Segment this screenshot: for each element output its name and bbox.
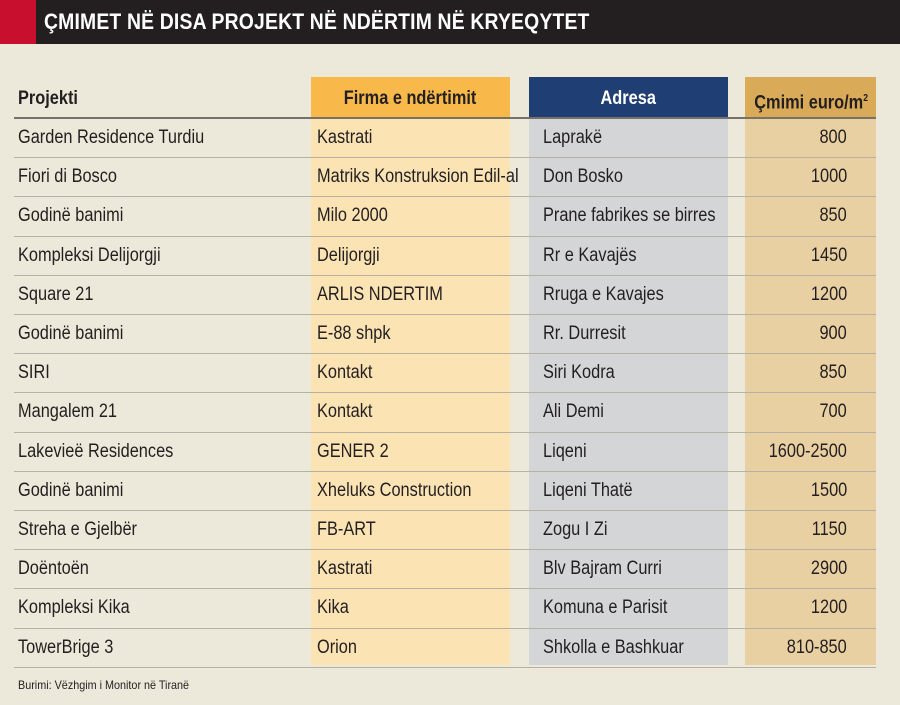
cell-adresa: Liqeni <box>543 440 587 462</box>
table-row: Godinë banimi Milo 2000 Prane fabrikes se … <box>0 196 900 235</box>
table-row: Square 21 ARLIS NDERTIM Rruga e Kavajes 120… <box>0 275 900 314</box>
row-divider <box>14 314 876 315</box>
cell-projekti: Doëntoën <box>18 558 89 580</box>
cell-projekti: Fiori di Bosco <box>18 166 117 188</box>
cell-firma: E-88 shpk <box>317 323 391 344</box>
cell-firma: FB-ART <box>317 519 376 540</box>
row-divider <box>14 510 876 511</box>
cell-firma: Kontakt <box>317 401 373 423</box>
cell-cmimi: 700 <box>819 401 847 423</box>
cell-projekti: Square 21 <box>18 283 94 305</box>
cell-projekti: Lakevieë Residences <box>18 440 174 462</box>
cell-cmimi: 1000 <box>810 166 847 188</box>
row-divider <box>14 588 876 590</box>
cell-cmimi: 1200 <box>810 597 847 619</box>
row-divider <box>14 274 876 276</box>
cell-adresa: Shkolla e Bashkuar <box>543 636 684 658</box>
cell-projekti: Godinë banimi <box>18 479 124 501</box>
cell-cmimi: 1450 <box>810 244 847 266</box>
cell-adresa: Rr e Kavajës <box>543 244 637 266</box>
page-title: ÇMIMET NË DISA PROJEKT NË NDËRTIM NË KRY… <box>44 9 590 34</box>
cell-projekti: Godinë banimi <box>18 205 124 227</box>
cell-adresa: Blv Bajram Curri <box>543 558 662 580</box>
header-firma: Firma e ndërtimit <box>311 77 510 117</box>
table-row: SIRI Kontakt Siri Kodra 850 <box>0 353 900 392</box>
table-row: Kompleksi Delijorgji Delijorgji Rr e Kavaj… <box>0 236 900 275</box>
cell-cmimi: 800 <box>819 127 847 148</box>
row-divider <box>14 549 876 551</box>
cell-projekti: Mangalem 21 <box>18 401 118 423</box>
cell-adresa: Komuna e Parisit <box>543 597 668 619</box>
table-row: Doëntoën Kastrati Blv Bajram Curri 2900 <box>0 549 900 588</box>
cell-firma: Matriks Konstruksion Edil-al <box>317 166 519 188</box>
table-row: Fiori di Bosco Matriks Konstruksion Edil-… <box>0 157 900 196</box>
table-row: TowerBrige 3 Orion Shkolla e Bashkuar 810-8… <box>0 628 900 667</box>
header-cmimi: Çmimi euro/m2 <box>745 77 876 117</box>
source-note: Burimi: Vëzhgim i Monitor në Tiranë <box>18 678 190 692</box>
cell-projekti: SIRI <box>18 362 50 384</box>
row-divider <box>14 353 876 355</box>
cell-cmimi: 1150 <box>811 519 847 540</box>
header-projekti: Projekti <box>18 88 78 109</box>
cell-cmimi: 1500 <box>810 479 847 501</box>
table-row: Godinë banimi Xheluks Construction Liqeni … <box>0 471 900 510</box>
cell-projekti: Streha e Gjelbër <box>18 519 137 540</box>
table-row: Garden Residence Turdiu Kastrati Laprakë 80… <box>0 118 900 157</box>
cell-firma: ARLIS NDERTIM <box>317 283 443 305</box>
cell-projekti: TowerBrige 3 <box>18 636 114 658</box>
row-divider <box>14 666 876 668</box>
cell-adresa: Zogu I Zi <box>543 519 608 540</box>
row-divider <box>14 392 876 394</box>
cell-adresa: Rr. Durresit <box>543 323 626 344</box>
table-row: Mangalem 21 Kontakt Ali Demi 700 <box>0 392 900 431</box>
cell-projekti: Kompleksi Delijorgji <box>18 244 161 266</box>
cell-firma: Orion <box>317 636 357 658</box>
row-divider <box>14 431 876 433</box>
cell-firma: Milo 2000 <box>317 205 388 227</box>
cell-projekti: Kompleksi Kika <box>18 597 130 619</box>
table-row: Lakevieë Residences GENER 2 Liqeni 1600-250… <box>0 432 900 471</box>
cell-cmimi: 1200 <box>810 283 847 305</box>
cell-cmimi: 810-850 <box>787 636 847 658</box>
row-divider <box>14 235 876 237</box>
cell-cmimi: 1600-2500 <box>768 440 847 462</box>
cell-firma: Kastrati <box>317 558 373 580</box>
row-divider <box>14 157 876 159</box>
cell-adresa: Prane fabrikes se birres <box>543 205 716 227</box>
cell-projekti: Garden Residence Turdiu <box>18 127 205 148</box>
title-bar <box>0 0 900 44</box>
header-divider <box>14 117 876 119</box>
table-row: Godinë banimi E-88 shpk Rr. Durresit 900 <box>0 314 900 353</box>
firma-column-background <box>311 77 510 665</box>
row-divider <box>14 196 876 198</box>
cell-cmimi: 850 <box>819 362 847 384</box>
cell-firma: Delijorgji <box>317 244 380 266</box>
cell-adresa: Ali Demi <box>543 401 604 423</box>
cell-cmimi: 900 <box>819 323 847 344</box>
row-divider <box>14 627 876 629</box>
cell-firma: Kika <box>317 597 349 619</box>
cell-adresa: Rruga e Kavajes <box>543 283 664 305</box>
table-row: Kompleksi Kika Kika Komuna e Parisit 1200 <box>0 588 900 627</box>
cell-projekti: Godinë banimi <box>18 323 124 344</box>
adresa-column-background <box>529 77 728 665</box>
cell-cmimi: 2900 <box>810 558 847 580</box>
row-divider <box>14 470 876 472</box>
cell-firma: Kastrati <box>317 127 373 148</box>
cell-adresa: Liqeni Thatë <box>543 479 633 501</box>
table-row: Streha e Gjelbër FB-ART Zogu I Zi 1150 <box>0 510 900 549</box>
cell-firma: GENER 2 <box>317 440 389 462</box>
cell-firma: Xheluks Construction <box>317 479 472 501</box>
cell-adresa: Siri Kodra <box>543 362 615 384</box>
title-accent <box>0 0 36 44</box>
header-adresa: Adresa <box>529 77 728 117</box>
cell-firma: Kontakt <box>317 362 373 384</box>
cell-cmimi: 850 <box>819 205 847 227</box>
cell-adresa: Don Bosko <box>543 166 623 188</box>
cmimi-column-background <box>745 77 876 665</box>
cell-adresa: Laprakë <box>543 127 603 148</box>
